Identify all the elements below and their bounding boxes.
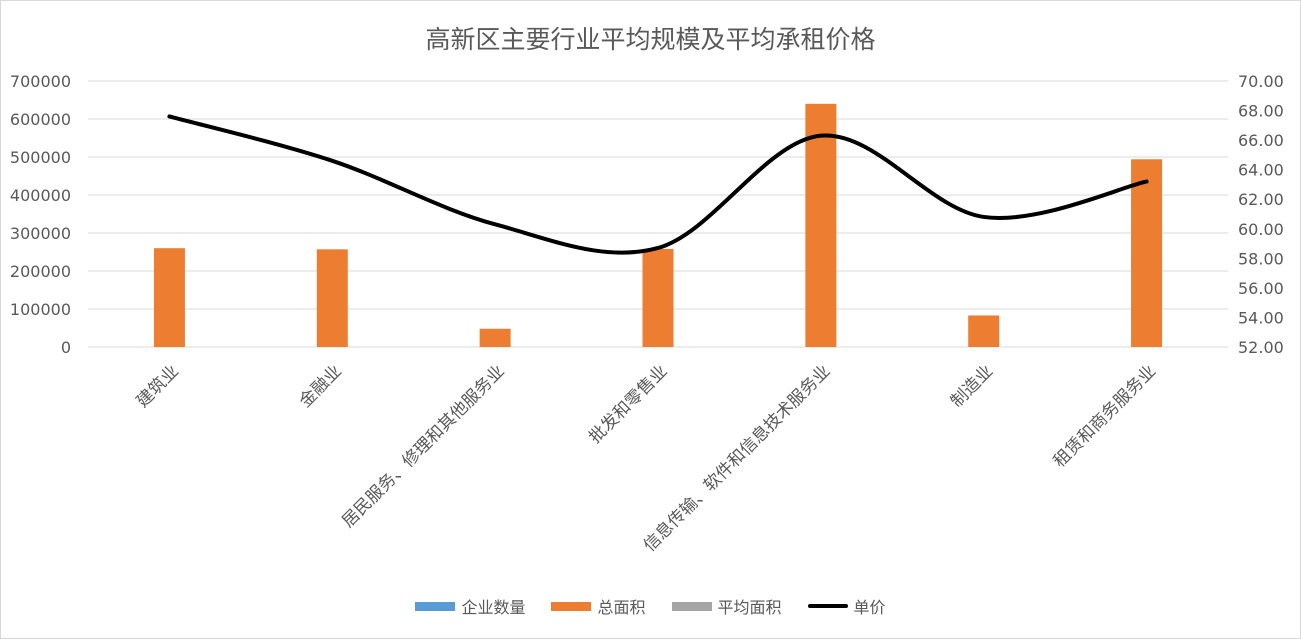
legend-swatch-average-area [671,601,712,611]
bar-2 [316,249,348,347]
left-tick-label: 200000 [10,262,71,281]
right-tick-label: 62.00 [1238,190,1284,209]
category-label: 租赁和商务服务业 [1050,361,1160,471]
left-axis-ticks: 0 100000 200000 300000 400000 500000 600000 700… [10,72,71,357]
legend-item-total-area[interactable]: 总面积 [551,594,646,618]
left-tick-label: 700000 [10,72,71,91]
line-series [167,114,1149,255]
right-tick-label: 56.00 [1238,279,1284,298]
right-tick-label: 64.00 [1238,161,1284,180]
left-tick-label: 300000 [10,224,71,243]
right-tick-label: 70.00 [1238,72,1284,91]
bar-2 [1131,159,1163,347]
legend-label-unit-price: 单价 [853,598,886,617]
legend-item-average-area[interactable]: 平均面积 [671,594,782,618]
category-label: 制造业 [947,361,997,411]
left-tick-label: 500000 [10,148,71,167]
category-label: 建筑业 [133,361,183,411]
right-tick-label: 68.00 [1238,102,1284,121]
bar-2 [153,248,185,347]
category-label: 居民服务、修理和其他服务业 [338,361,508,531]
right-tick-label: 66.00 [1238,131,1284,150]
legend-item-unit-price[interactable]: 单价 [807,594,886,618]
unit-price-line [167,114,1149,255]
right-tick-label: 58.00 [1238,249,1284,268]
right-tick-label: 52.00 [1238,338,1284,357]
legend-label-average-area: 平均面积 [717,598,782,617]
left-tick-label: 100000 [10,300,71,319]
bar-2 [968,315,1000,347]
legend-label-total-area: 总面积 [597,598,646,617]
left-tick-label: 600000 [10,110,71,129]
bar-2 [642,248,674,347]
legend-label-companies: 企业数量 [461,598,526,617]
right-axis-ticks: 52.00 54.00 56.00 58.00 60.00 62.00 64.00 66.00… [1238,72,1284,357]
left-tick-label: 0 [61,338,71,357]
left-tick-label: 400000 [10,186,71,205]
legend-swatch-unit-price [807,604,848,608]
bar-series [153,103,1163,347]
legend-item-companies[interactable]: 企业数量 [415,594,525,618]
bar-2 [805,103,837,347]
category-label: 信息传输、软件和信息技术服务业 [640,361,834,555]
legend-swatch-companies [415,601,456,611]
category-label: 批发和零售业 [585,361,671,447]
right-tick-label: 60.00 [1238,220,1284,239]
legend-swatch-total-area [551,601,592,611]
bar-2 [479,328,511,347]
right-tick-label: 54.00 [1238,308,1284,327]
legend: 企业数量 总面积 平均面积 单价 [0,594,1301,618]
chart-title: 高新区主要行业平均规模及平均承租价格 [425,25,876,54]
category-label: 金融业 [296,361,346,411]
